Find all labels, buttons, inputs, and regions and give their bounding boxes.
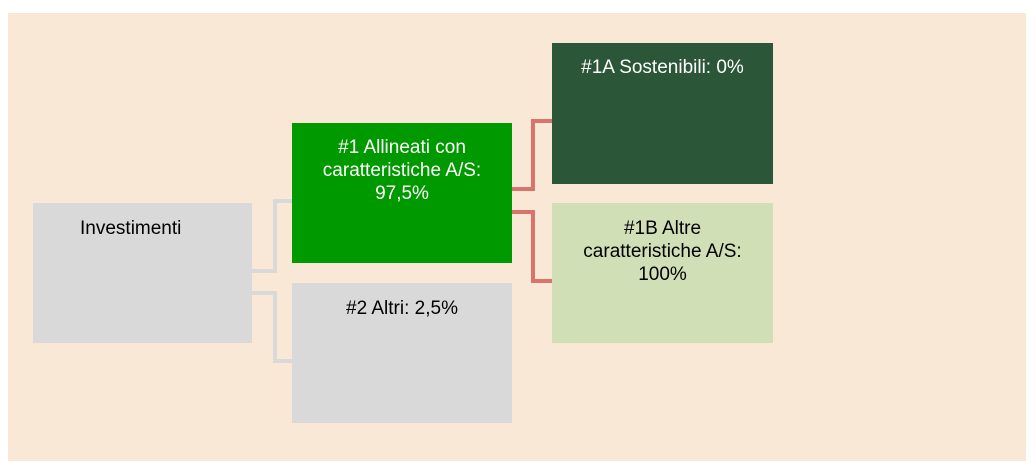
node-altre-caratteristiche: #1B Altre caratteristiche A/S: 100% bbox=[552, 203, 773, 343]
node-altri: #2 Altri: 2,5% bbox=[292, 283, 512, 423]
connector bbox=[512, 210, 552, 283]
connector bbox=[512, 119, 552, 191]
connector bbox=[252, 199, 292, 273]
connector bbox=[252, 291, 292, 363]
node-allineati: #1 Allineati con caratteristiche A/S: 97… bbox=[292, 123, 512, 263]
node-sostenibili: #1A Sostenibili: 0% bbox=[552, 43, 773, 184]
node-investimenti: Investimenti bbox=[33, 203, 252, 343]
